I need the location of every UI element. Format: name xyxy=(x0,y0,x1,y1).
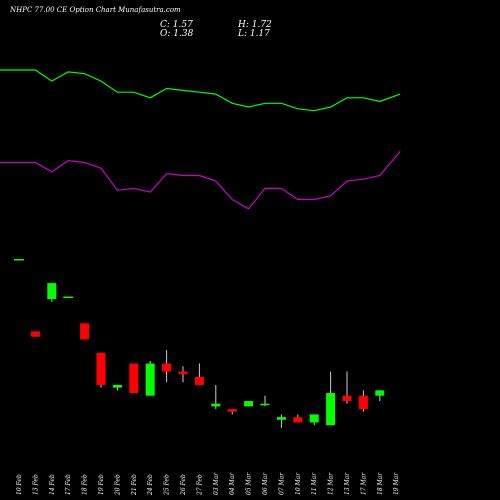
x-tick-label: 25 Feb xyxy=(164,474,171,496)
x-tick-label: 04 Mar xyxy=(229,472,236,495)
candle-19 xyxy=(326,371,336,426)
candle-14 xyxy=(244,401,254,407)
candle-body xyxy=(14,259,24,261)
candle-20 xyxy=(342,371,352,404)
ohlc-high: H: 1.72 xyxy=(237,20,272,30)
candle-body xyxy=(342,395,352,402)
candle-body xyxy=(178,371,188,375)
x-tick-label: 17 Feb xyxy=(65,474,72,495)
candle-11 xyxy=(194,363,204,385)
ohlc-open: O: 1.38 xyxy=(160,29,194,39)
candle-body xyxy=(162,363,172,372)
chart-title: NHPC 77.00 CE Option Chart Munafasutra.c… xyxy=(9,6,181,14)
candle-body xyxy=(129,363,139,393)
x-tick-label: 18 Mar xyxy=(377,472,384,495)
x-tick-label: 18 Feb xyxy=(82,474,89,495)
candle-3 xyxy=(63,296,74,299)
x-tick-label: 17 Mar xyxy=(360,472,367,495)
x-tick-label: 14 Feb xyxy=(49,474,56,495)
candle-body xyxy=(260,403,270,406)
candle-10 xyxy=(178,366,188,383)
candle-body xyxy=(145,363,155,396)
candle-1 xyxy=(30,331,40,337)
candle-21 xyxy=(358,390,368,412)
candle-body xyxy=(276,417,286,420)
candle-body xyxy=(309,414,319,423)
candle-17 xyxy=(293,414,303,423)
candle-13 xyxy=(227,409,237,415)
candle-body xyxy=(227,409,237,412)
candle-18 xyxy=(309,414,319,426)
candle-body xyxy=(375,390,385,396)
x-tick-label: 20 Feb xyxy=(114,474,121,496)
x-tick-label: 10 Mar xyxy=(295,472,302,495)
candle-4 xyxy=(80,323,90,340)
x-tick-label: 10 Feb xyxy=(16,474,23,495)
ohlc-low: L: 1.17 xyxy=(237,29,270,39)
candles xyxy=(14,259,385,428)
candle-12 xyxy=(211,384,221,410)
candle-2 xyxy=(47,283,57,302)
candle-body xyxy=(63,296,74,299)
candle-16 xyxy=(276,414,286,428)
x-tick-label: 26 Feb xyxy=(180,474,187,496)
candle-5 xyxy=(96,352,106,388)
candle-22 xyxy=(375,390,385,402)
x-tick-label: 12 Mar xyxy=(328,472,335,495)
candle-body xyxy=(293,417,303,423)
candle-body xyxy=(358,395,368,410)
candle-body xyxy=(112,384,122,388)
candle-body xyxy=(30,331,40,337)
candle-7 xyxy=(129,363,139,393)
candle-9 xyxy=(162,350,172,383)
x-tick-label: 11 Mar xyxy=(311,472,318,495)
x-tick-label: 06 Mar xyxy=(262,472,269,495)
x-tick-label: 19 Mar xyxy=(393,472,400,495)
x-tick-label: 05 Mar xyxy=(246,472,253,495)
x-tick-label: 03 Mar xyxy=(213,472,220,495)
series-line-1 xyxy=(0,69,401,112)
candle-body xyxy=(194,376,204,385)
candle-8 xyxy=(145,360,155,396)
candle-15 xyxy=(260,395,270,407)
x-tick-label: 21 Feb xyxy=(131,474,138,496)
ohlc-close: C: 1.57 xyxy=(160,20,193,30)
series-line-2 xyxy=(0,151,401,210)
x-tick-label: 19 Feb xyxy=(98,474,105,495)
indicator-lines xyxy=(0,69,401,210)
x-tick-label: 13 Mar xyxy=(344,472,351,495)
candle-body xyxy=(211,403,221,407)
x-tick-label: 24 Feb xyxy=(147,474,154,496)
candle-6 xyxy=(112,384,122,391)
x-tick-label: 27 Feb xyxy=(196,474,203,496)
candle-0 xyxy=(14,259,24,261)
x-tick-label: 07 Mar xyxy=(278,472,285,495)
candle-body xyxy=(80,323,90,340)
candle-body xyxy=(47,283,57,300)
x-axis-ticks: 10 Feb 13 Feb 14 Feb 17 Feb 18 Feb 19 Feb 20 F… xyxy=(16,472,400,496)
candle-body xyxy=(96,352,106,385)
candle-body xyxy=(326,393,336,426)
x-tick-label: 13 Feb xyxy=(32,474,39,495)
candle-body xyxy=(244,401,254,407)
